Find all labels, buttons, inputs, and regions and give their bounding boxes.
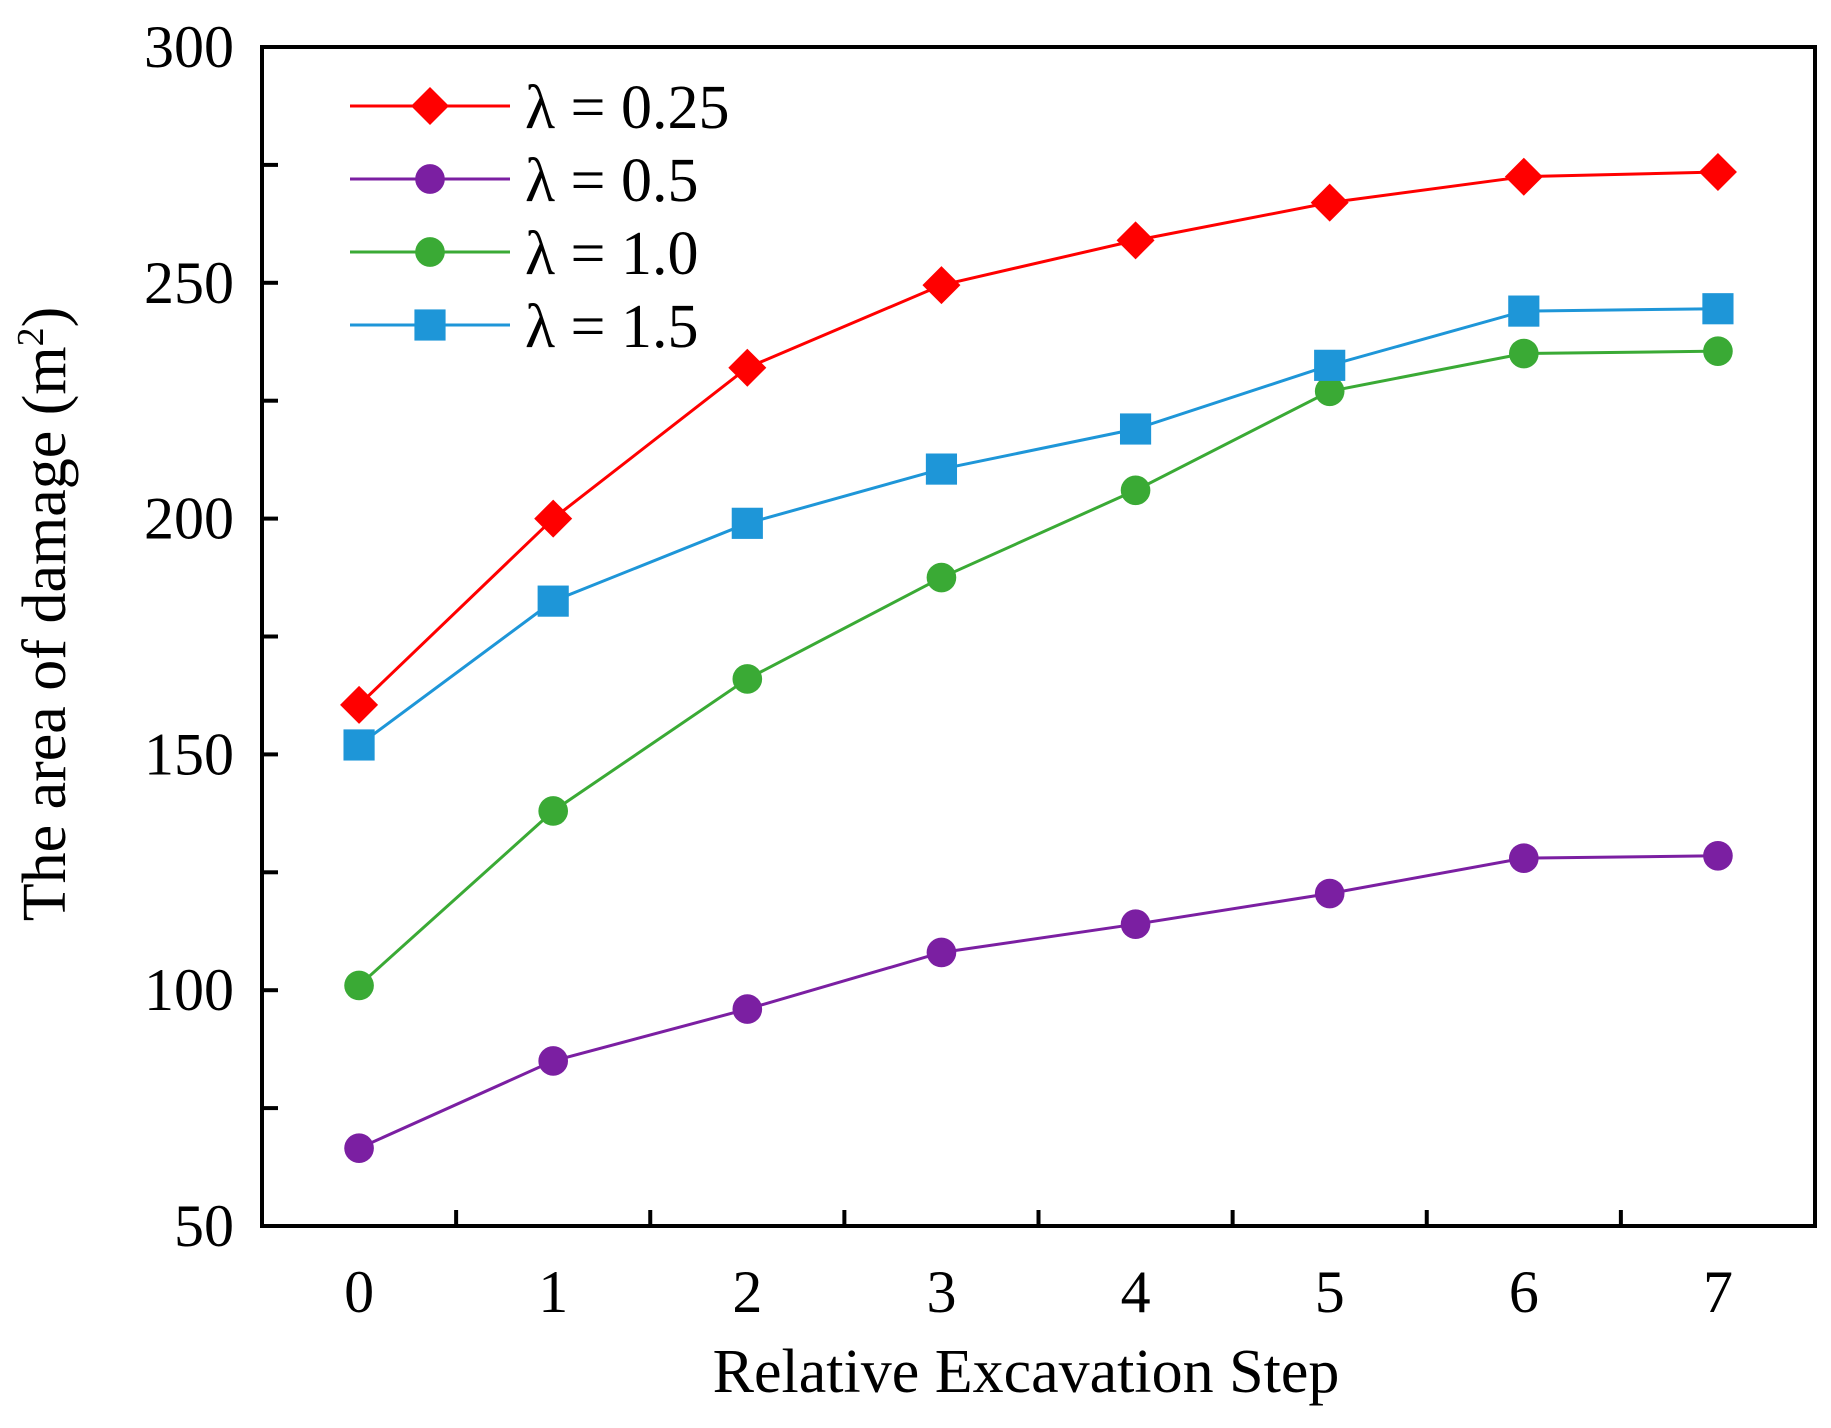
data-point — [343, 729, 375, 761]
x-tick-label: 3 — [926, 1259, 956, 1325]
legend-label: λ = 1.5 — [525, 293, 699, 361]
data-point — [538, 796, 569, 826]
data-point — [925, 453, 958, 485]
y-axis-title: The area of damage (m2) — [10, 307, 79, 922]
legend-label: λ = 1.0 — [525, 220, 699, 288]
data-point — [1504, 157, 1543, 196]
series-1 — [344, 840, 1733, 1164]
data-point — [1703, 336, 1733, 367]
y-tick-label: 200 — [144, 486, 234, 552]
series-line — [358, 854, 1718, 1150]
series-0 — [340, 152, 1737, 724]
y-tick-label: 50 — [174, 1193, 234, 1259]
legend-label: λ = 0.25 — [525, 74, 730, 142]
data-point — [1702, 293, 1734, 325]
y-tick-label: 300 — [144, 14, 234, 80]
x-tick-label: 2 — [732, 1259, 762, 1325]
data-point — [1508, 338, 1539, 369]
data-point — [1698, 152, 1737, 191]
series-layer — [340, 152, 1737, 1164]
data-point — [1314, 376, 1345, 407]
data-point — [1508, 843, 1539, 873]
data-point — [534, 499, 573, 538]
legend-marker — [415, 237, 445, 267]
data-point — [1310, 183, 1349, 222]
series-3 — [343, 293, 1734, 761]
data-point — [1314, 878, 1345, 909]
data-point — [732, 664, 763, 694]
legend: λ = 0.25λ = 0.5λ = 1.0λ = 1.5 — [350, 74, 730, 361]
data-point — [732, 994, 763, 1024]
data-point — [1120, 475, 1151, 506]
data-point — [537, 585, 569, 617]
data-point — [1116, 221, 1155, 260]
y-axis-title-main: The area of damage (m — [11, 346, 79, 921]
axes: 50 100 150 200 250 300 0 1 2 3 4 5 6 7 — [144, 14, 1817, 1325]
data-point — [344, 1133, 374, 1164]
data-point — [1314, 349, 1346, 381]
legend-item: λ = 1.5 — [350, 293, 699, 361]
data-point — [728, 348, 767, 387]
data-point — [731, 507, 763, 539]
series-2 — [344, 336, 1733, 1001]
x-tick-label: 5 — [1315, 1259, 1345, 1325]
data-point — [926, 562, 957, 593]
legend-label: λ = 0.5 — [525, 147, 699, 215]
data-point — [1119, 413, 1152, 445]
x-tick-label: 7 — [1703, 1259, 1733, 1325]
data-point — [538, 1046, 569, 1076]
x-tick-label: 4 — [1121, 1259, 1151, 1325]
x-tick-label: 0 — [344, 1259, 374, 1325]
legend-marker — [414, 309, 446, 341]
y-tick-label: 150 — [144, 721, 234, 787]
series-line — [358, 170, 1718, 706]
legend-item: λ = 0.25 — [350, 74, 730, 142]
data-point — [344, 970, 374, 1001]
y-axis-title-sup: 2 — [10, 327, 52, 346]
data-point — [926, 937, 957, 968]
legend-marker — [411, 87, 449, 125]
plot-frame — [260, 45, 1817, 1228]
y-tick-label: 100 — [144, 957, 234, 1023]
data-point — [1120, 909, 1151, 939]
series-line — [358, 349, 1718, 987]
x-tick-label: 6 — [1509, 1259, 1539, 1325]
series-line — [358, 307, 1718, 747]
data-point — [1508, 295, 1540, 327]
legend-item: λ = 1.0 — [350, 220, 699, 288]
legend-item: λ = 0.5 — [350, 147, 699, 215]
data-point — [340, 685, 379, 724]
legend-marker — [415, 164, 445, 194]
x-tick-label: 1 — [538, 1259, 568, 1325]
y-tick-label: 250 — [144, 250, 234, 316]
y-axis-title-close: ) — [11, 307, 79, 328]
data-point — [922, 266, 961, 305]
data-point — [1703, 840, 1733, 871]
x-axis-title: Relative Excavation Step — [713, 1338, 1340, 1406]
